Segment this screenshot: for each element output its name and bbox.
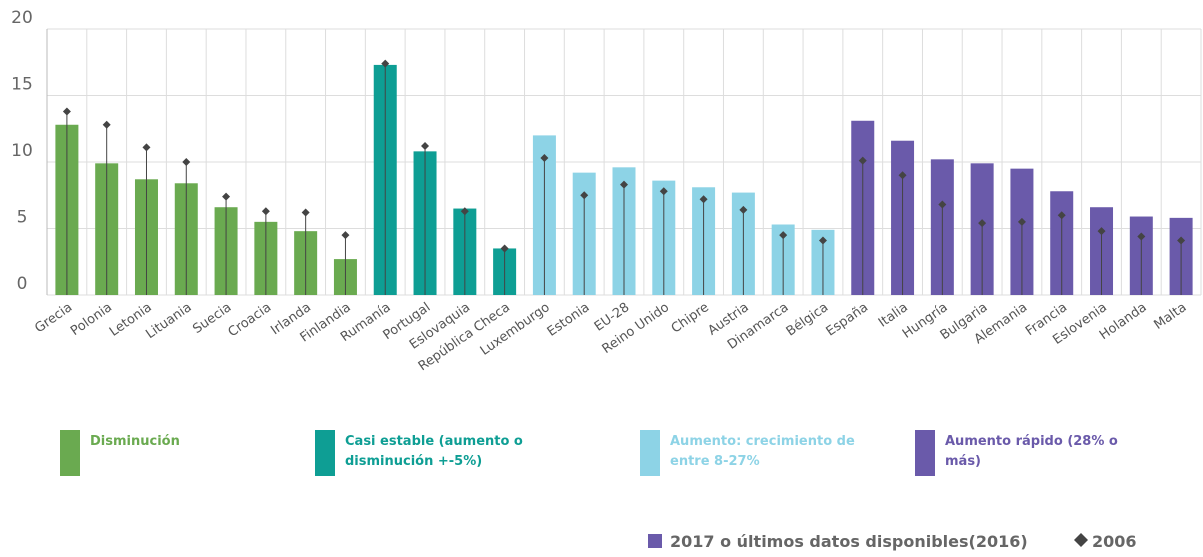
x-tick-label: Chipre bbox=[669, 300, 712, 337]
marker-2006 bbox=[1097, 227, 1106, 236]
x-tick-label: Malta bbox=[1151, 300, 1189, 333]
marker-2006 bbox=[739, 205, 748, 214]
marker-2006 bbox=[540, 154, 549, 163]
marker-2006 bbox=[62, 107, 71, 116]
group-label: Casi estable (aumento o disminución +-5%… bbox=[345, 434, 523, 469]
y-tick-label: 5 bbox=[17, 208, 28, 228]
marker-2006 bbox=[341, 231, 350, 240]
x-tick-label: Polonia bbox=[68, 300, 115, 339]
group-label: Disminución bbox=[90, 434, 180, 449]
marker-2006 bbox=[938, 200, 947, 209]
group-swatch bbox=[915, 430, 935, 476]
marker-2006 bbox=[659, 187, 668, 196]
legend-label: 2006 bbox=[1092, 532, 1137, 551]
marker-2006 bbox=[620, 180, 628, 189]
x-tick-label: España bbox=[824, 300, 871, 339]
y-tick-label: 15 bbox=[11, 75, 33, 95]
x-tick-label: Lituania bbox=[143, 300, 194, 342]
legend-swatch bbox=[648, 534, 662, 548]
marker-2006 bbox=[699, 195, 708, 204]
y-tick-label: 20 bbox=[11, 8, 33, 28]
group-swatch bbox=[315, 430, 335, 476]
legend-marker bbox=[1074, 533, 1088, 547]
x-tick-label: Bélgica bbox=[784, 300, 832, 340]
marker-2006 bbox=[1057, 211, 1066, 220]
x-tick-label: Luxemburgo bbox=[478, 300, 553, 359]
marker-2006 bbox=[381, 59, 390, 68]
x-tick-label: Croacia bbox=[226, 300, 275, 340]
legend-label: 2017 o últimos datos disponibles(2016) bbox=[670, 532, 1028, 551]
group-swatch bbox=[640, 430, 660, 476]
y-tick-label: 10 bbox=[11, 141, 33, 161]
marker-2006 bbox=[1137, 232, 1146, 241]
marker-2006 bbox=[301, 208, 310, 217]
marker-2006 bbox=[261, 207, 270, 216]
marker-2006 bbox=[898, 171, 907, 180]
marker-2006 bbox=[580, 191, 589, 200]
marker-2006 bbox=[182, 158, 191, 166]
marker-2006 bbox=[500, 244, 509, 253]
marker-2006 bbox=[779, 231, 788, 240]
marker-2006 bbox=[978, 219, 987, 228]
marker-2006 bbox=[1017, 217, 1026, 226]
marker-2006 bbox=[421, 142, 430, 151]
marker-2006 bbox=[1177, 236, 1186, 245]
marker-2006 bbox=[858, 156, 867, 165]
marker-2006 bbox=[818, 236, 827, 245]
group-label: Aumento rápido (28% o más) bbox=[945, 434, 1118, 469]
y-tick-label: 0 bbox=[17, 274, 28, 294]
marker-2006 bbox=[460, 207, 469, 216]
marker-2006 bbox=[142, 143, 151, 152]
marker-2006 bbox=[102, 120, 111, 129]
x-tick-label: Grecia bbox=[32, 300, 75, 336]
marker-2006 bbox=[222, 192, 231, 201]
group-label: Aumento: crecimiento de entre 8-27% bbox=[670, 434, 855, 469]
group-swatch bbox=[60, 430, 80, 476]
x-tick-label: Estonia bbox=[545, 300, 593, 340]
